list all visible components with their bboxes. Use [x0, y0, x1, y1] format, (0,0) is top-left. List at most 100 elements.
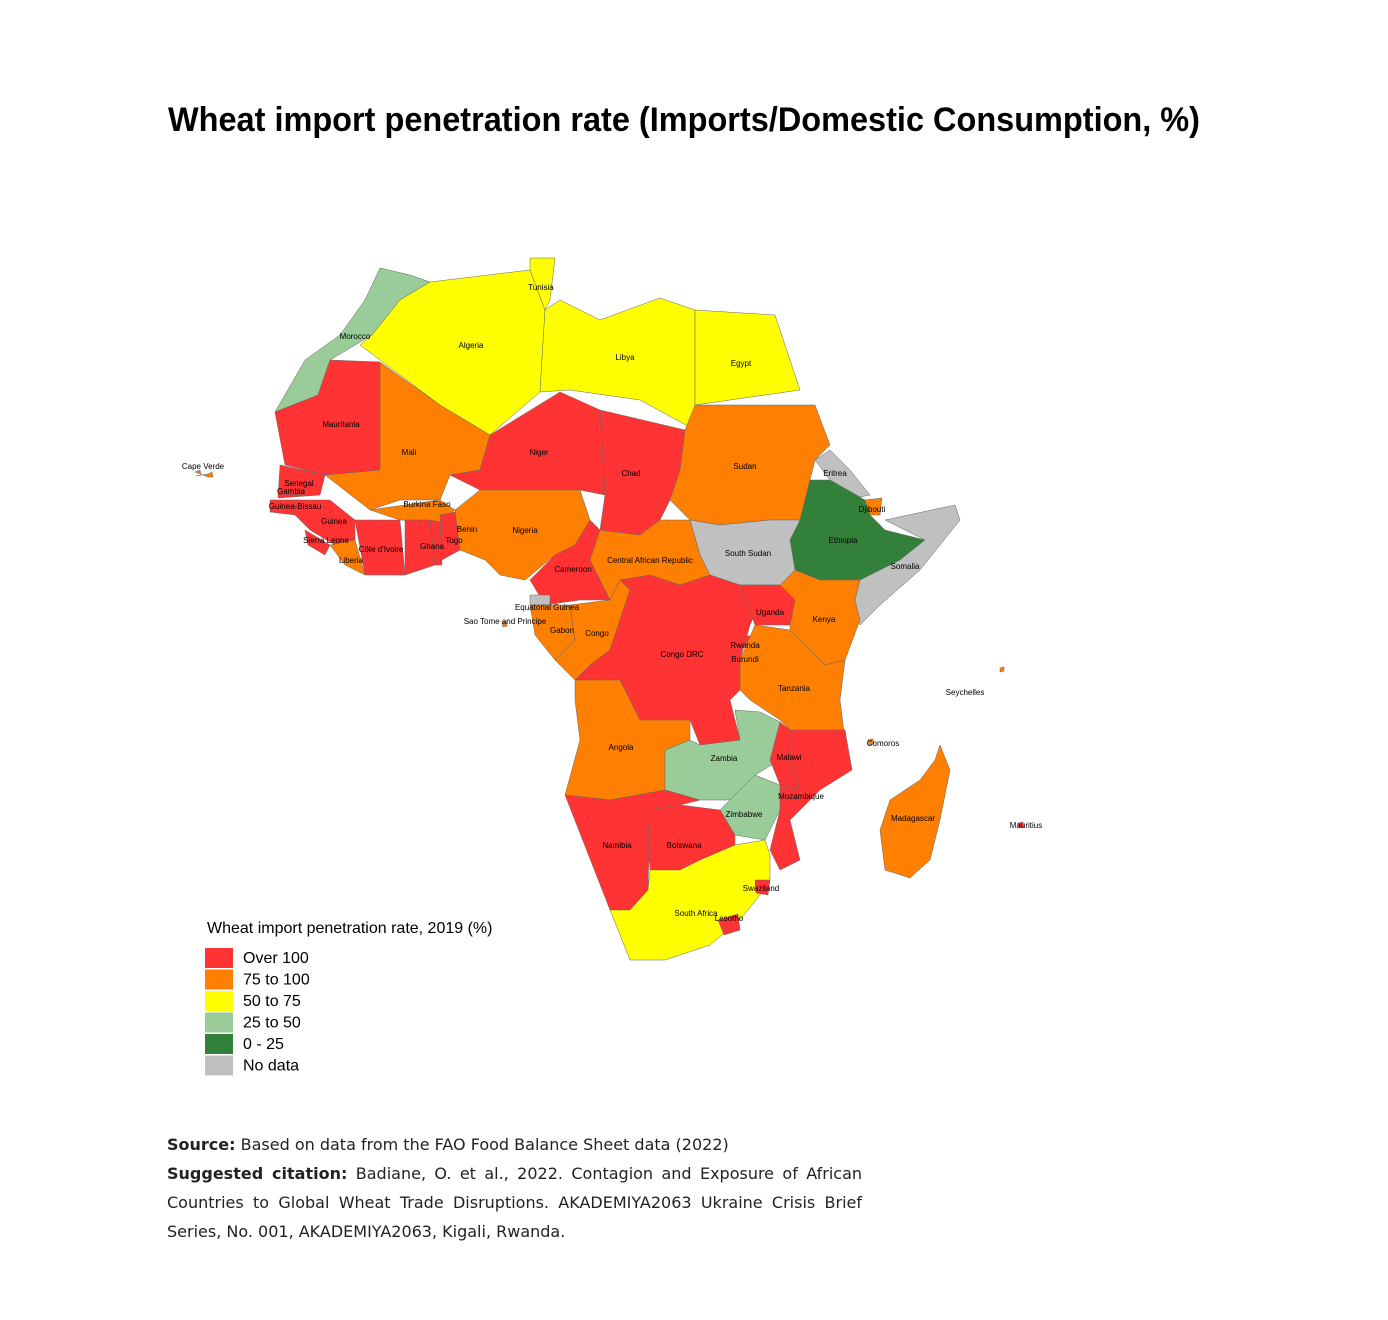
country: [277, 488, 306, 496]
country-label: Benin: [457, 525, 477, 534]
title: Wheat import penetration rate (Imports/D…: [168, 101, 1200, 139]
countries: [194, 257, 1025, 961]
country-label: Equatorial Guinea: [515, 603, 580, 612]
legend-label: 75 to 100: [243, 972, 310, 989]
country-label: Cape Verde: [182, 462, 225, 471]
legend-label: Over 100: [243, 950, 309, 967]
country-label: Somalia: [891, 562, 920, 571]
country-label: Gabon: [550, 626, 574, 635]
country-label: Mali: [402, 448, 417, 457]
country: [999, 666, 1005, 673]
country-label: Nigeria: [512, 526, 538, 535]
legend-swatch: [205, 1055, 233, 1076]
legend-swatch: [205, 991, 233, 1011]
country-label: Chad: [621, 469, 640, 478]
country: [1017, 821, 1025, 829]
country-label: Niger: [529, 448, 548, 457]
citation-label: Suggested citation:: [167, 1164, 348, 1183]
citation: Suggested citation: Badiane, O. et al., …: [167, 1159, 862, 1246]
country-label: Madagascar: [891, 814, 935, 823]
legend-swatch: [205, 1034, 233, 1054]
country: [529, 519, 611, 606]
country-label: Seychelles: [946, 688, 985, 697]
country-label: Namibia: [602, 841, 632, 850]
country-label: Sierra Leone: [303, 536, 349, 545]
country: [694, 309, 801, 406]
legend-label: 0 - 25: [243, 1036, 284, 1053]
source-label: Source:: [167, 1135, 236, 1154]
country: [194, 469, 214, 478]
country-label: Gambia: [277, 487, 306, 496]
country-label: Rwanda: [730, 641, 760, 650]
country-label: Liberia: [339, 556, 364, 565]
country-label: Mauritius: [1010, 821, 1042, 830]
country-label: Tanzania: [778, 684, 811, 693]
country-label: Libya: [615, 353, 635, 362]
legend-swatch: [205, 969, 233, 990]
country: [769, 729, 853, 871]
source-text: Based on data from the FAO Food Balance …: [240, 1135, 729, 1154]
legend-label: 50 to 75: [243, 993, 301, 1010]
citation-text: Badiane, O. et al., 2022. Contagion and …: [167, 1164, 863, 1241]
legend-title: Wheat import penetration rate, 2019 (%): [207, 920, 492, 937]
country-label: Togo: [445, 536, 463, 545]
country-label: Zambia: [711, 754, 738, 763]
country-label: Algeria: [459, 341, 484, 350]
country-label: Comoros: [867, 739, 899, 748]
country-label: South Sudan: [725, 549, 771, 558]
country: [779, 569, 861, 666]
country: [754, 879, 771, 896]
country-label: Angola: [609, 743, 634, 752]
country-label: Morocco: [340, 332, 371, 341]
country-label: Sudan: [733, 462, 756, 471]
country-label: Central African Republic: [607, 556, 693, 565]
country-label: Congo: [585, 629, 609, 638]
country-label: Côte d'Ivoire: [359, 545, 404, 554]
country-label: Ghana: [420, 542, 445, 551]
country-label: Burundi: [731, 655, 759, 664]
country: [529, 257, 556, 311]
country-label: Lesotho: [715, 914, 744, 923]
source: Source: Based on data from the FAO Food …: [167, 1130, 862, 1159]
country-label: Kenya: [813, 615, 836, 624]
country-label: Cameroon: [554, 565, 591, 574]
country-label: Djibouti: [859, 505, 886, 514]
country-label: Guinea: [321, 517, 347, 526]
country-label: Burkina Faso: [403, 500, 451, 509]
country: [854, 504, 961, 626]
country: [304, 529, 331, 556]
legend-label: 25 to 50: [243, 1015, 301, 1032]
country-label: Zimbabwe: [726, 810, 763, 819]
country-label: Malawi: [777, 753, 802, 762]
country-label: Egypt: [731, 359, 752, 368]
country-label: Mozambique: [778, 792, 824, 801]
country-labels: Morocco Algeria Tunisia Libya Egypt Mauritani…: [182, 283, 1042, 923]
legend-swatch: [205, 1012, 233, 1033]
notes: Source: Based on data from the FAO Food …: [167, 1130, 862, 1246]
country-label: Eritrea: [823, 469, 847, 478]
country-label: Congo DRC: [660, 650, 703, 659]
country-label: Botswana: [666, 841, 702, 850]
country: [864, 497, 883, 516]
country-label: Mauritania: [322, 420, 360, 429]
country: [429, 519, 443, 566]
map: Wheat import penetration rate (Imports/D…: [168, 101, 1200, 1076]
country: [867, 738, 875, 746]
country: [717, 913, 741, 936]
country-label: Sao Tome and Principe: [464, 617, 547, 626]
country-label: Senegal: [284, 479, 314, 488]
country: [574, 574, 766, 746]
country: [879, 744, 951, 879]
country: [274, 359, 381, 476]
legend-swatch: [205, 948, 233, 968]
legend: Wheat import penetration rate, 2019 (%) …: [205, 920, 492, 1076]
country-label: Ethiopia: [829, 536, 858, 545]
legend-label: No data: [243, 1058, 299, 1075]
country-label: Tunisia: [528, 283, 554, 292]
country-label: Guinea-Bissau: [269, 502, 321, 511]
country-label: Swaziland: [743, 884, 779, 893]
country: [501, 620, 508, 628]
country: [599, 409, 686, 536]
country-label: South Africa: [674, 909, 718, 918]
